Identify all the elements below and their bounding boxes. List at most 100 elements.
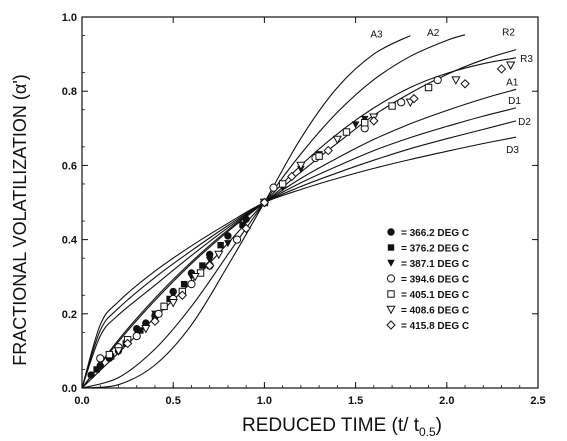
data-point (409, 93, 419, 104)
data-point (278, 180, 287, 188)
legend-marker (386, 305, 396, 315)
plot-area-border (81, 16, 539, 389)
curve-d2 (81, 120, 517, 389)
curve-label-d1: D1 (508, 96, 521, 107)
data-point (150, 316, 160, 326)
curve-label-a2: A2 (427, 28, 440, 39)
data-point (287, 171, 297, 182)
model-curves (81, 34, 517, 389)
data-point (296, 161, 306, 171)
curve-a3 (81, 35, 411, 389)
data-point (187, 280, 196, 289)
data-point (205, 250, 214, 259)
y-tick-label: 0.8 (62, 86, 77, 98)
data-point (199, 262, 206, 269)
legend-label: = 366.2 DEG C (401, 228, 469, 239)
y-axis-title: FRACTIONAL VOLATILIZATION (α') (10, 74, 30, 366)
plot-frame (81, 16, 539, 389)
x-tick-label: 2.0 (439, 395, 454, 407)
legend-label: = 376.2 DEG C (401, 244, 469, 255)
data-point (196, 269, 205, 277)
data-point (154, 309, 163, 318)
y-tick-label: 0.4 (62, 235, 78, 247)
curve-label-r2: R2 (502, 28, 515, 39)
data-point (388, 102, 396, 110)
y-tick-label: 0.0 (62, 383, 77, 395)
x-tick-label: 1.5 (348, 395, 363, 407)
data-point (424, 83, 433, 92)
data-point (224, 240, 232, 248)
curve-a1 (81, 88, 517, 389)
model-curve-labels: A3 A2 R2 R3 A1 D1 D2 D3 (370, 28, 533, 157)
x-axis-title: REDUCED TIME (t/ t0.5) (242, 415, 442, 439)
curve-label-a1: A1 (506, 77, 519, 88)
data-point (269, 183, 278, 192)
legend-label: = 408.6 DEG C (401, 306, 469, 317)
legend: = 366.2 DEG C = 376.2 DEG C = 387.1 DEG C =… (386, 228, 469, 332)
x-tick-label: 0.5 (166, 395, 181, 407)
y-tick-label: 0.6 (62, 160, 77, 172)
data-point (224, 232, 232, 240)
data-point (460, 79, 470, 89)
data-point (505, 61, 516, 71)
legend-marker (386, 320, 396, 330)
legend-marker (387, 244, 395, 251)
data-point (87, 371, 95, 379)
legend-marker (386, 274, 396, 283)
curve-label-a3: A3 (370, 30, 383, 41)
legend-marker (387, 290, 395, 298)
curve-label-d2: D2 (518, 117, 531, 128)
x-tick-label: 0.0 (74, 395, 89, 407)
data-point (397, 98, 406, 107)
legend-label: = 387.1 DEG C (401, 259, 469, 270)
legend-marker (387, 259, 395, 267)
data-point (232, 235, 242, 244)
data-points (87, 61, 516, 379)
data-point (113, 347, 124, 356)
axis-ticks: 0.0 0.5 1.0 1.5 2.0 2.5 0.0 0.2 0.4 0.6 0.8 1.0 (62, 12, 546, 407)
curve-label-d3: D3 (506, 145, 519, 156)
data-point (96, 354, 105, 363)
x-tick-label: 1.0 (257, 395, 272, 407)
x-tick-label: 2.5 (530, 395, 545, 407)
data-point (141, 324, 151, 334)
curve-d3 (81, 136, 517, 389)
data-point (259, 197, 270, 208)
data-point (369, 116, 379, 126)
data-point (190, 273, 200, 282)
data-point (122, 338, 133, 349)
data-point (241, 223, 251, 234)
data-point (351, 121, 360, 129)
legend-marker (387, 228, 395, 236)
data-point (177, 290, 188, 300)
data-point (217, 241, 224, 249)
data-point (239, 221, 246, 228)
data-point (205, 256, 214, 264)
data-point (361, 119, 369, 127)
data-point (496, 64, 507, 74)
curve-r2 (81, 49, 517, 389)
data-point (93, 366, 100, 373)
legend-label: = 405.1 DEG C (401, 290, 469, 301)
data-point (433, 75, 442, 85)
data-point (132, 331, 141, 341)
curve-r3 (81, 57, 517, 389)
data-point (214, 250, 224, 260)
curve-d1 (81, 107, 517, 389)
data-point (105, 350, 114, 359)
data-point (160, 302, 168, 311)
data-point (204, 260, 215, 271)
y-tick-label: 0.2 (62, 309, 77, 321)
data-point (332, 135, 343, 145)
curve-a2 (81, 34, 466, 389)
legend-label: = 394.6 DEG C (401, 275, 469, 286)
data-point (342, 128, 351, 136)
data-point (323, 145, 333, 156)
y-tick-label: 1.0 (62, 12, 77, 24)
data-point (137, 327, 144, 334)
data-point (315, 152, 323, 160)
data-point (242, 215, 250, 223)
data-point (451, 76, 461, 85)
legend-label: = 415.8 DEG C (401, 321, 469, 332)
